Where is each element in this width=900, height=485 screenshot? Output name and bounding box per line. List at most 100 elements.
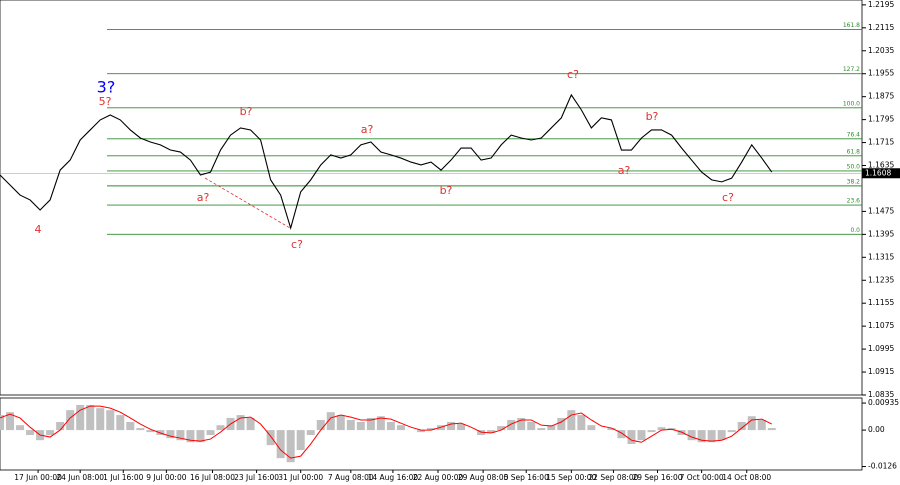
- macd-bar: [577, 415, 586, 431]
- x-tick-label: 17 Jun 00:00: [14, 473, 62, 482]
- fib-label: 23.6: [847, 198, 861, 205]
- y-tick-label: 1.2115: [868, 23, 894, 32]
- macd-bar: [86, 404, 95, 431]
- macd-bar: [396, 425, 405, 431]
- macd-bar: [386, 422, 395, 431]
- wave-label: c?: [291, 238, 303, 251]
- macd-bar: [16, 425, 25, 431]
- x-tick-label: 14 Aug 16:00: [368, 473, 419, 482]
- macd-bar: [627, 430, 636, 444]
- macd-bar: [296, 430, 305, 451]
- x-tick-label: 22 Aug 00:00: [413, 473, 464, 482]
- y-tick-label: 1.1075: [868, 321, 894, 330]
- y-tick-label: 1.0835: [868, 390, 894, 399]
- macd-bar: [767, 428, 776, 431]
- fib-label: 127.2: [843, 66, 860, 73]
- macd-bar: [76, 404, 85, 431]
- x-tick-label: 29 Aug 08:00: [458, 473, 509, 482]
- macd-bar: [757, 419, 766, 431]
- macd-bar: [276, 430, 285, 459]
- x-tick-label: 31 Jul 00:00: [278, 473, 323, 482]
- macd-bar: [717, 430, 726, 441]
- x-tick-label: 23 Jul 16:00: [234, 473, 279, 482]
- macd-bar: [517, 417, 526, 431]
- macd-bar: [236, 415, 245, 431]
- macd-panel: [0, 397, 863, 471]
- macd-bar: [266, 430, 275, 446]
- y-tick-label: 1.1155: [868, 298, 894, 307]
- macd-bar: [587, 425, 596, 431]
- macd-bar: [66, 410, 75, 431]
- x-tick-label: 7 Aug 08:00: [328, 473, 374, 482]
- y-tick-label: 1.1635: [868, 161, 894, 170]
- y-tick-label: 1.1955: [868, 69, 894, 78]
- macd-bar: [747, 416, 756, 431]
- macd-bar: [507, 419, 516, 431]
- macd-bar: [366, 417, 375, 431]
- macd-bar: [697, 430, 706, 443]
- wave-label: 3?: [97, 78, 116, 97]
- macd-bar: [106, 410, 115, 431]
- y-tick-label: 1.2195: [868, 0, 894, 9]
- fib-label: 100.0: [843, 100, 860, 107]
- macd-bar: [457, 424, 466, 431]
- fib-label: 38.2: [847, 178, 861, 185]
- wave-label: b?: [240, 105, 253, 118]
- last-price-label: 1.1608: [865, 168, 891, 177]
- fib-label: 61.8: [847, 148, 861, 155]
- macd-bar: [186, 430, 195, 443]
- macd-bar: [196, 430, 205, 443]
- x-tick-label: 16 Jul 08:00: [190, 473, 235, 482]
- macd-bar: [607, 428, 616, 431]
- macd-bar: [427, 428, 435, 431]
- y-tick-label: 0.00935: [868, 398, 899, 407]
- fib-label: 161.8: [843, 22, 860, 29]
- wave-label: 5?: [99, 95, 112, 108]
- x-tick-label: 29 Sep 16:00: [632, 473, 682, 482]
- last-price-box: [862, 168, 900, 179]
- x-tick-label: 7 Oct 00:00: [680, 473, 724, 482]
- wave-label: c?: [567, 68, 579, 81]
- macd-bar: [346, 419, 355, 431]
- macd-bar: [246, 417, 255, 431]
- y-tick-label: 1.2035: [868, 46, 894, 55]
- wave-label: a?: [197, 191, 210, 204]
- macd-bar: [497, 426, 506, 431]
- macd-bar: [136, 428, 145, 431]
- y-tick-label: 1.1875: [868, 92, 894, 101]
- y-tick-label: -0.0126: [868, 462, 897, 471]
- x-tick-label: 24 Jun 08:00: [56, 473, 104, 482]
- macd-bar: [447, 422, 456, 431]
- fib-label: 50.0: [847, 163, 861, 170]
- macd-bar: [376, 416, 385, 431]
- wave-label: a?: [618, 164, 631, 177]
- x-tick-label: 9 Jul 00:00: [146, 473, 186, 482]
- macd-bar: [0, 415, 4, 431]
- price-panel: [0, 0, 863, 396]
- macd-bar: [737, 422, 746, 431]
- macd-bar: [286, 430, 295, 463]
- y-tick-label: 1.0915: [868, 367, 894, 376]
- macd-bar: [527, 422, 536, 431]
- macd-bar: [126, 422, 135, 431]
- fib-label: 76.4: [847, 131, 861, 138]
- signal-line: [0, 405, 773, 459]
- x-tick-label: 14 Oct 08:00: [722, 473, 771, 482]
- macd-bar: [146, 430, 155, 433]
- wave-link: [204, 177, 291, 229]
- macd-bar: [6, 412, 15, 431]
- y-tick-label: 1.0995: [868, 344, 894, 353]
- macd-bar: [26, 430, 35, 436]
- price-line: [0, 93, 773, 231]
- macd-bar: [657, 427, 666, 431]
- macd-bar: [176, 430, 185, 441]
- macd-bar: [567, 410, 576, 431]
- macd-bar: [416, 430, 425, 433]
- macd-bar: [557, 417, 566, 431]
- macd-bar: [56, 422, 65, 431]
- macd-bar: [166, 430, 175, 439]
- y-tick-label: 1.1395: [868, 229, 894, 238]
- macd-bar: [206, 430, 215, 436]
- macd-bar: [617, 430, 626, 439]
